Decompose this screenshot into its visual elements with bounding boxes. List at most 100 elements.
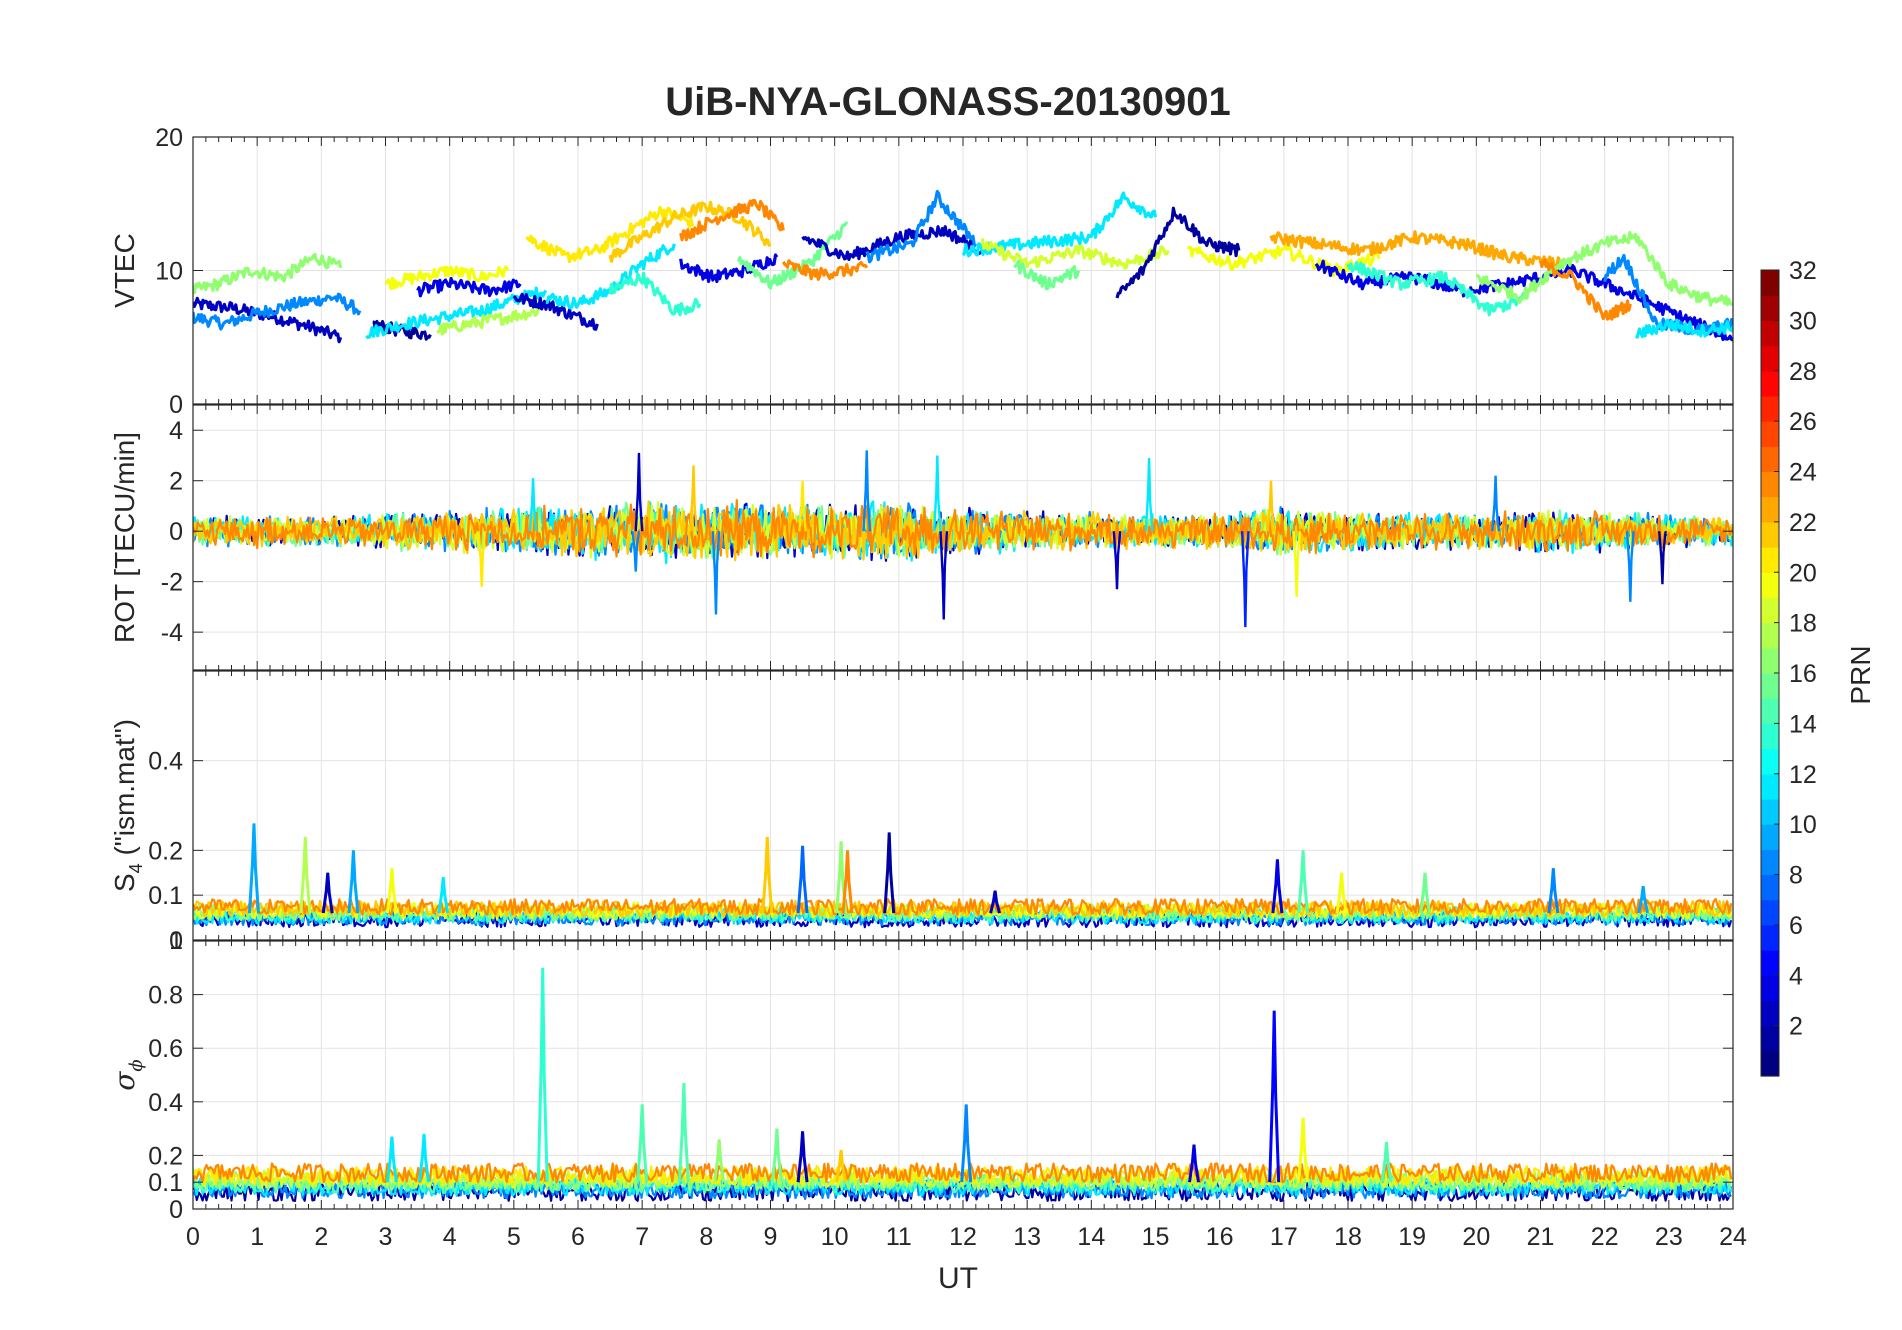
y-axis-label-rot: ROT [TECU/min] bbox=[109, 432, 140, 643]
y-axis-label-sigphi: σϕ bbox=[108, 1059, 147, 1090]
colorbar-segment bbox=[1761, 748, 1779, 775]
y-tick-label: 0 bbox=[169, 391, 183, 419]
vtec-series-prn-17 bbox=[1476, 231, 1733, 307]
sigphi-spike bbox=[1297, 1117, 1310, 1183]
y-tick-label: 0.8 bbox=[148, 982, 183, 1010]
colorbar-segment bbox=[1761, 874, 1779, 901]
colorbar-tick-label: 24 bbox=[1789, 459, 1817, 487]
x-tick-label: 23 bbox=[1655, 1223, 1683, 1251]
y-tick-label: 20 bbox=[155, 124, 183, 152]
colorbar-segment bbox=[1761, 521, 1779, 548]
colorbar-tick-label: 4 bbox=[1789, 962, 1803, 990]
panel-sigphi-plot bbox=[193, 967, 1733, 1203]
vtec-series-prn-19 bbox=[980, 238, 1170, 270]
colorbar-segment bbox=[1761, 421, 1779, 447]
y-tick-label-top: 1 bbox=[169, 927, 183, 955]
x-tick-label: 17 bbox=[1270, 1223, 1298, 1251]
colorbar-segment bbox=[1761, 320, 1779, 347]
y-axis-label-main: σ bbox=[108, 1071, 141, 1091]
x-tick-label: 18 bbox=[1334, 1223, 1362, 1251]
s4-spike bbox=[883, 832, 896, 914]
x-tick-label: 21 bbox=[1527, 1223, 1555, 1251]
colorbar-tick-label: 32 bbox=[1789, 257, 1817, 285]
chart-title: UiB-NYA-GLONASS-20130901 bbox=[665, 80, 1230, 124]
x-tick-label: 15 bbox=[1142, 1223, 1170, 1251]
rot-spike bbox=[1240, 531, 1250, 628]
rot-spike bbox=[528, 478, 538, 532]
y-axis-label-vtec: VTEC bbox=[109, 233, 140, 308]
x-tick-label: 19 bbox=[1398, 1223, 1426, 1251]
colorbar-segment bbox=[1761, 673, 1779, 699]
y-tick-label: 0.1 bbox=[148, 882, 183, 910]
x-tick-label: 7 bbox=[635, 1223, 649, 1251]
x-tick-label: 20 bbox=[1462, 1223, 1490, 1251]
x-tick-label: 5 bbox=[507, 1223, 521, 1251]
rot-spike bbox=[631, 531, 641, 572]
rot-spike bbox=[1144, 457, 1154, 532]
sigphi-spike bbox=[1268, 1010, 1281, 1183]
colorbar-segment bbox=[1761, 975, 1779, 1002]
s4-spike bbox=[989, 890, 1002, 914]
x-tick-label: 3 bbox=[379, 1223, 393, 1251]
s4-spike bbox=[1297, 850, 1310, 914]
panel-s4-ticks bbox=[192, 671, 1734, 941]
panel-vtec-plot bbox=[193, 189, 1733, 344]
sigphi-spike bbox=[636, 1104, 649, 1183]
rot-spike bbox=[1266, 480, 1276, 532]
rot-spike bbox=[711, 531, 721, 615]
colorbar-segment bbox=[1761, 270, 1779, 296]
vtec-series-prn-4 bbox=[416, 276, 522, 298]
y-axis-label-subscript: ϕ bbox=[126, 1059, 147, 1071]
colorbar-segment bbox=[1761, 395, 1779, 422]
colorbar-segment bbox=[1761, 647, 1779, 674]
colorbar-segment bbox=[1761, 1000, 1779, 1027]
colorbar-tick-label: 28 bbox=[1789, 358, 1817, 386]
panel-vtec-ticks bbox=[192, 136, 1734, 405]
s4-spike bbox=[437, 877, 450, 914]
rot-spike bbox=[1491, 475, 1500, 532]
colorbar-segment bbox=[1761, 899, 1779, 926]
colorbar-label: PRN bbox=[1845, 645, 1876, 704]
rot-band-prn-24 bbox=[193, 499, 1733, 559]
s4-spike bbox=[385, 868, 398, 914]
panel-vtec: 0 10 20 VTEC bbox=[109, 124, 1734, 419]
y-tick-label: 0.2 bbox=[148, 837, 183, 865]
colorbar-tick-label: 18 bbox=[1789, 610, 1817, 638]
y-tick-label: 0.6 bbox=[148, 1035, 183, 1063]
colorbar-segment bbox=[1761, 370, 1779, 397]
s4-spike bbox=[841, 850, 854, 914]
vtec-series-prn-3 bbox=[512, 292, 599, 331]
x-tick-label: 24 bbox=[1719, 1223, 1747, 1251]
colorbar-segment bbox=[1761, 824, 1779, 850]
y-tick-label: 2 bbox=[169, 468, 183, 496]
s4-spike bbox=[1335, 872, 1348, 914]
s4-spike bbox=[299, 836, 312, 914]
colorbar-segment bbox=[1761, 547, 1779, 573]
panel-rot-plot bbox=[193, 450, 1733, 628]
rot-spike bbox=[939, 531, 949, 620]
colorbar-tick-label: 26 bbox=[1789, 408, 1817, 436]
x-tick-label: 4 bbox=[443, 1223, 457, 1251]
sigphi-spike bbox=[960, 1104, 973, 1183]
rot-spike bbox=[1292, 531, 1302, 597]
rot-spike bbox=[862, 450, 872, 532]
colorbar-tick-label: 8 bbox=[1789, 862, 1803, 890]
rot-spike bbox=[1658, 531, 1667, 585]
vtec-series-prn-21 bbox=[525, 205, 695, 264]
y-axis-label-subscript: 4 bbox=[126, 863, 146, 873]
colorbar-tick-label: 16 bbox=[1789, 660, 1817, 688]
sigphi-band-prn-17 bbox=[193, 1170, 1733, 1192]
panel-rot: -4 -2 0 2 4 ROT [TECU/min] bbox=[109, 404, 1734, 671]
vtec-series-prn-3 bbox=[801, 225, 984, 261]
x-tick-label: 1 bbox=[250, 1223, 264, 1251]
colorbar-segment bbox=[1761, 1025, 1779, 1052]
y-tick-label: -4 bbox=[161, 619, 183, 647]
colorbar-segment bbox=[1761, 345, 1779, 372]
sigphi-spike bbox=[418, 1133, 430, 1183]
y-tick-label: 0 bbox=[169, 518, 183, 546]
s4-spike bbox=[1547, 868, 1560, 914]
y-axis-label-rest: ("ism.mat") bbox=[109, 719, 140, 863]
y-tick-label: 0.1 bbox=[148, 1169, 183, 1197]
